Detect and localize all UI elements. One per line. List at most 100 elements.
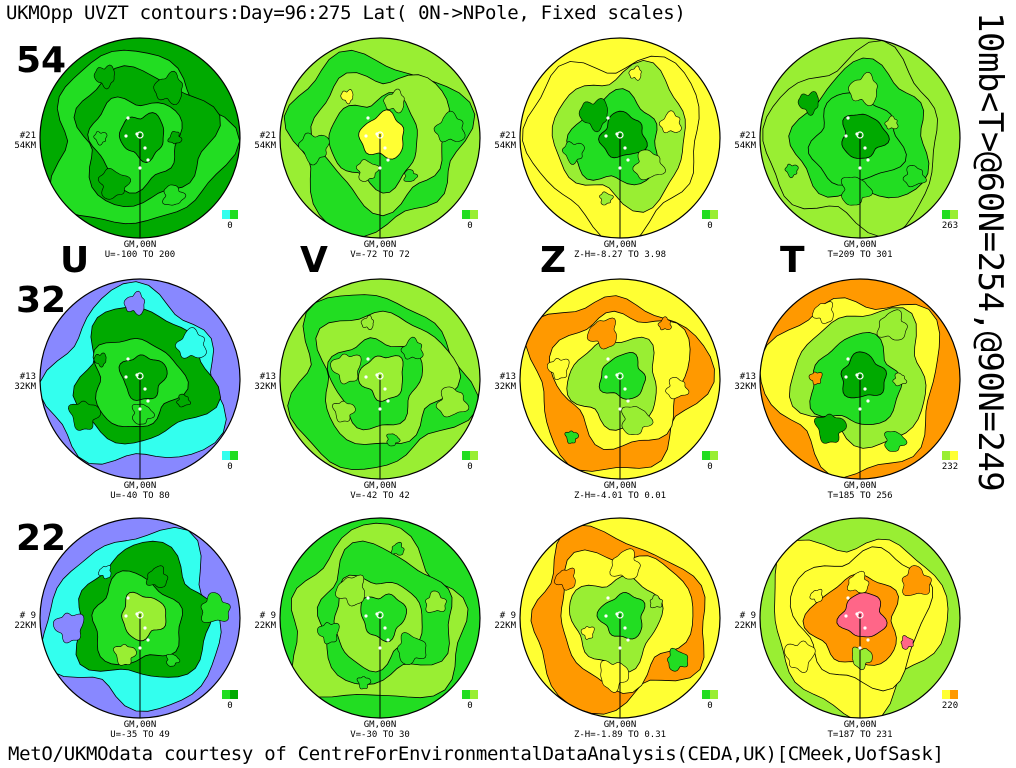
pole-marker (856, 611, 864, 619)
station-marker (383, 387, 387, 391)
station-marker (846, 357, 850, 361)
contour-island (93, 64, 115, 90)
range-label: U=-100 TO 200 (105, 250, 175, 260)
level-code-label: #21 (500, 131, 516, 141)
contour-island (628, 65, 642, 81)
meridian-label: GM,00N (364, 240, 397, 250)
station-marker (618, 407, 622, 411)
page-title: UKMOpp UVZT contours:Day=96:275 Lat( 0N-… (6, 2, 686, 24)
contour-island (123, 290, 146, 316)
contour-island (561, 141, 585, 165)
station-marker (143, 626, 147, 630)
color-key-swatch (222, 451, 230, 460)
level-km-label: 54KM (734, 141, 756, 151)
station-marker (364, 134, 368, 138)
meridian-label: GM,00N (844, 240, 877, 250)
meridian-label: GM,00N (364, 720, 397, 730)
row-altitude-32: 32 (16, 280, 67, 321)
range-label: V=-30 TO 30 (350, 730, 410, 740)
station-marker (846, 116, 850, 120)
station-marker (866, 158, 870, 162)
pole-marker (136, 372, 144, 380)
pole-marker (856, 131, 864, 139)
contour-island (797, 91, 819, 116)
contour-island (67, 400, 102, 431)
level-km-label: 22KM (254, 621, 276, 631)
pole-marker (376, 611, 384, 619)
color-key-value: 0 (707, 701, 712, 711)
station-marker (383, 626, 387, 630)
level-code-label: # 9 (500, 611, 516, 621)
level-code-label: # 9 (740, 611, 756, 621)
station-marker (386, 638, 390, 642)
level-km-label: 22KM (494, 621, 516, 631)
meridian-label: GM,00N (124, 481, 157, 491)
color-key-swatch (702, 690, 710, 699)
station-marker (844, 614, 848, 618)
color-key-swatch (230, 210, 238, 219)
contour-island (546, 357, 570, 381)
contour-island (433, 110, 466, 143)
pole-marker (616, 611, 624, 619)
level-code-label: #21 (740, 131, 756, 141)
contour-island (578, 97, 608, 133)
contour-island (425, 590, 447, 613)
level-code-label: #13 (500, 372, 516, 382)
contour-island (884, 115, 899, 130)
color-key-swatch (942, 210, 950, 219)
contour-island (383, 88, 405, 114)
range-label: T=187 TO 231 (827, 730, 892, 740)
station-marker (378, 407, 382, 411)
station-marker (143, 387, 147, 391)
contour-island (784, 163, 799, 179)
station-marker (844, 375, 848, 379)
station-marker (623, 387, 627, 391)
contour-island (93, 131, 108, 146)
range-label: V=-42 TO 42 (350, 491, 410, 501)
contour-island (356, 676, 372, 690)
row-altitude-54: 54 (16, 40, 67, 81)
contour-island (784, 640, 816, 674)
pole-marker (136, 611, 144, 619)
station-marker (623, 146, 627, 150)
color-key-swatch (470, 451, 478, 460)
station-marker (364, 614, 368, 618)
pole-marker (376, 131, 384, 139)
contour-fill (520, 38, 720, 238)
contour-island (98, 565, 112, 580)
contour-island (621, 406, 654, 436)
contour-island (397, 632, 427, 666)
contour-band (358, 109, 405, 160)
range-label: T=209 TO 301 (827, 250, 892, 260)
contour-fill (40, 38, 240, 238)
station-marker (126, 596, 130, 600)
contour-island (667, 647, 689, 672)
meridian-label: GM,00N (124, 240, 157, 250)
station-marker (378, 646, 382, 650)
level-km-label: 54KM (494, 141, 516, 151)
color-key-swatch (710, 451, 718, 460)
station-marker (846, 596, 850, 600)
station-marker (146, 638, 150, 642)
contour-island (145, 565, 169, 588)
level-code-label: #13 (20, 372, 36, 382)
meridian-label: GM,00N (844, 720, 877, 730)
meridian-label: GM,00N (364, 481, 397, 491)
range-label: V=-72 TO 72 (350, 250, 410, 260)
contour-island (400, 336, 424, 360)
station-marker (618, 166, 622, 170)
station-marker (366, 596, 370, 600)
level-km-label: 32KM (734, 382, 756, 392)
color-key-value: 0 (227, 701, 232, 711)
contour-band (840, 351, 887, 399)
color-key-value: 220 (942, 701, 958, 711)
station-marker (866, 399, 870, 403)
contour-island (167, 131, 183, 145)
station-marker (844, 134, 848, 138)
pole-marker (376, 372, 384, 380)
